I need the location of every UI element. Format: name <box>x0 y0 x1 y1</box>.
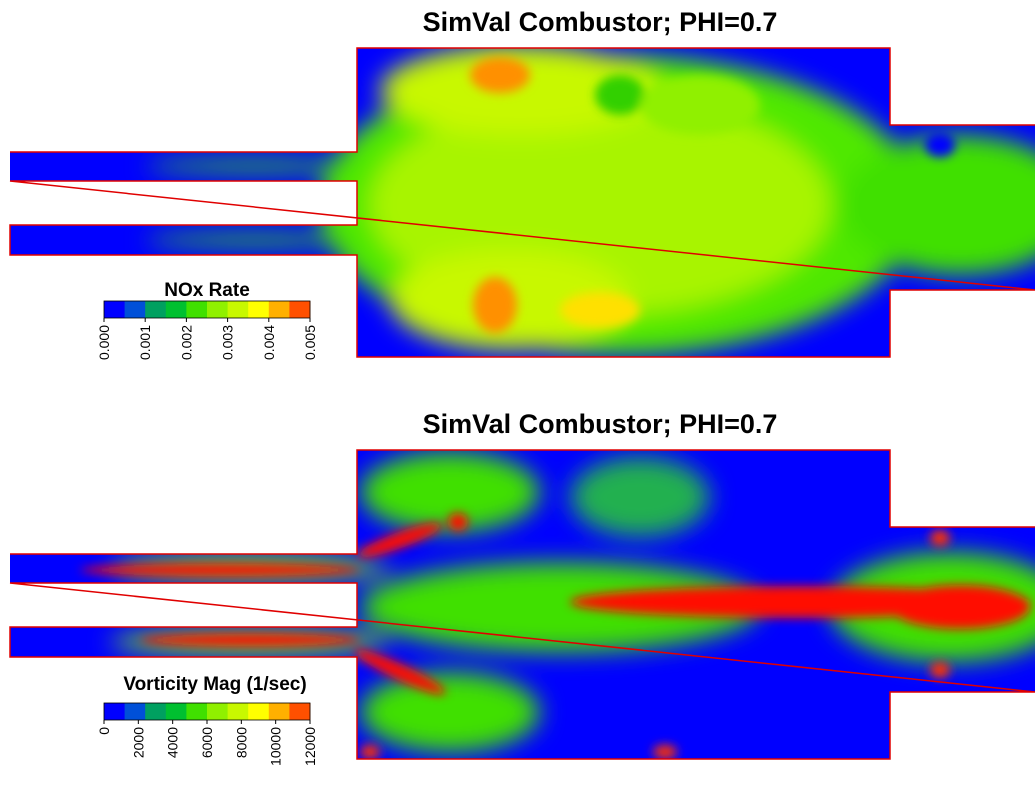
colorbar-tick-label: 0.002 <box>178 325 194 360</box>
colorbar-swatch <box>186 301 207 318</box>
vorticity-field <box>0 442 1035 772</box>
colorbar-swatch <box>269 301 290 318</box>
colorbar-label: Vorticity Mag (1/sec) <box>123 674 306 695</box>
colorbar-swatch <box>248 301 269 318</box>
colorbar-swatch <box>269 703 290 720</box>
colorbar-swatch <box>289 703 310 720</box>
colorbar-swatch <box>104 703 125 720</box>
panel-title: SimVal Combustor; PHI=0.7 <box>423 409 778 439</box>
colorbar-tick-label: 0.001 <box>137 325 153 360</box>
panel-nox: SimVal Combustor; PHI=0.7 NOx Rate 0.000… <box>0 7 1035 370</box>
colorbar-swatch <box>228 301 249 318</box>
colorbar-swatch <box>104 301 125 318</box>
colorbar-tick-label: 2000 <box>130 727 146 758</box>
colorbar-swatch <box>289 301 310 318</box>
colorbar-tick-label: 0.003 <box>220 325 236 360</box>
colorbar-tick-label: 0.004 <box>261 325 277 360</box>
colorbar-swatch <box>145 703 166 720</box>
colorbar-tick-label: 0.005 <box>302 325 318 360</box>
colorbar: 0.000 0.001 0.002 0.003 0.004 0.005 <box>96 301 318 360</box>
colorbar-swatch <box>228 703 249 720</box>
colorbar-swatch <box>145 301 166 318</box>
colorbar-tick-label: 8000 <box>233 727 249 758</box>
colorbar-tick-label: 4000 <box>165 727 181 758</box>
panel-vorticity: SimVal Combustor; PHI=0.7 Vorticity Mag … <box>0 409 1035 772</box>
colorbar-swatch <box>207 703 228 720</box>
colorbar-tick-label: 0 <box>96 727 112 735</box>
nox-field <box>0 40 1035 370</box>
colorbar-swatch <box>125 301 146 318</box>
colorbar-tick-label: 0.000 <box>96 325 112 360</box>
colorbar-tick-label: 10000 <box>268 727 284 766</box>
colorbar-swatch <box>186 703 207 720</box>
colorbar-swatch <box>207 301 228 318</box>
colorbar-swatch <box>248 703 269 720</box>
figure: SimVal Combustor; PHI=0.7 NOx Rate 0.000… <box>0 0 1035 790</box>
colorbar-swatch <box>166 301 187 318</box>
colorbar-label: NOx Rate <box>164 280 250 301</box>
colorbar: 0 2000 4000 6000 8000 10000 12000 <box>96 703 318 766</box>
panel-title: SimVal Combustor; PHI=0.7 <box>423 7 778 37</box>
colorbar-swatch <box>166 703 187 720</box>
colorbar-swatch <box>125 703 146 720</box>
colorbar-tick-label: 6000 <box>199 727 215 758</box>
colorbar-tick-label: 12000 <box>302 727 318 766</box>
